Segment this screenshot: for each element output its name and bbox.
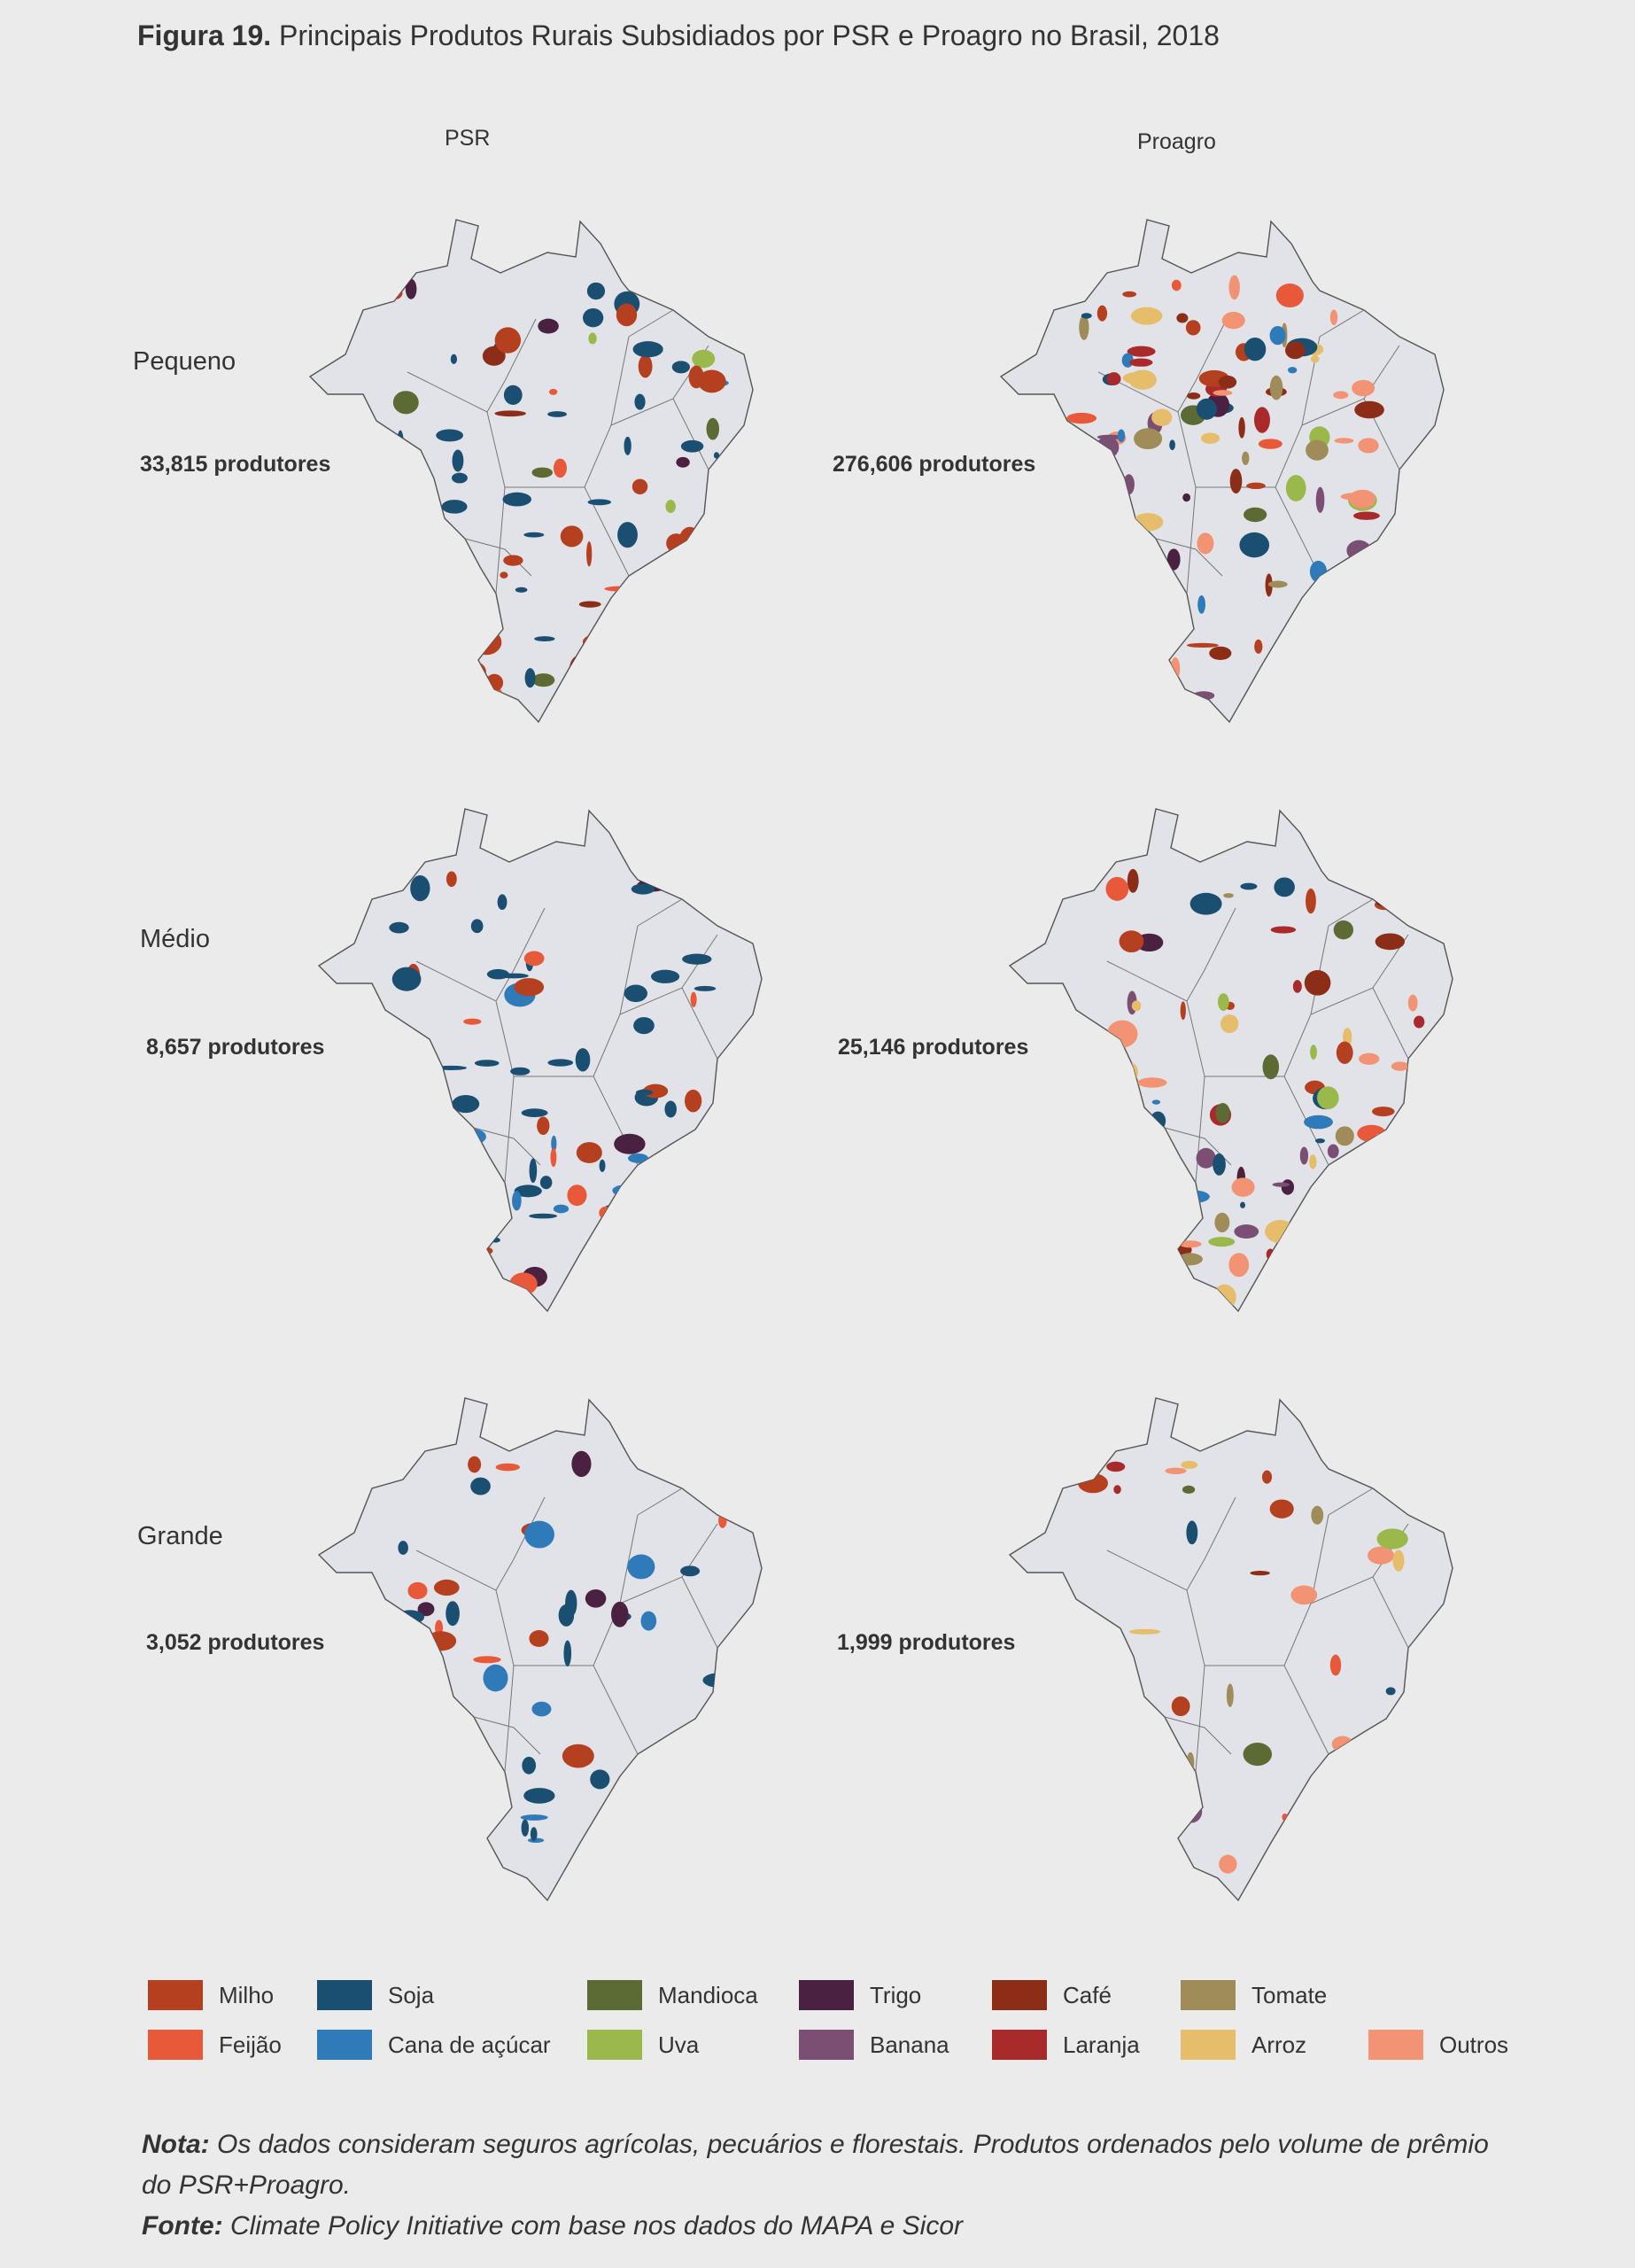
note-line: Nota: Os dados consideram seguros agríco…: [142, 2124, 1523, 2206]
fonte-label: Fonte:: [142, 2211, 223, 2241]
legend-label-trigo: Trigo: [870, 1981, 922, 2008]
proagro-count-grande: 1,999 produtores: [837, 1630, 1016, 1655]
legend-item-arroz: Arroz: [1181, 2027, 1306, 2062]
legend-item-milho: Milho: [148, 1977, 274, 2013]
map-proagro-grande: [1008, 1397, 1453, 1902]
legend-swatch-feijao: [148, 2030, 203, 2060]
legend-swatch-cafe: [992, 1980, 1047, 2010]
row-label-medio: Médio: [140, 925, 210, 953]
legend-item-mandioca: Mandioca: [587, 1977, 758, 2013]
legend-item-feijao: Feijão: [148, 2027, 282, 2062]
legend-swatch-laranja: [992, 2030, 1047, 2060]
legend-swatch-outros: [1368, 2030, 1423, 2060]
legend-item-soja: Soja: [317, 1977, 434, 2013]
legend-item-trigo: Trigo: [799, 1977, 921, 2013]
psr-count-grande: 3,052 produtores: [146, 1630, 325, 1655]
legend-swatch-trigo: [799, 1980, 854, 2010]
legend-item-uva: Uva: [587, 2027, 699, 2062]
legend-item-banana: Banana: [799, 2027, 949, 2062]
legend-label-outros: Outros: [1439, 2031, 1509, 2058]
note-block: Nota: Os dados consideram seguros agríco…: [142, 2124, 1523, 2247]
row-label-grande: Grande: [137, 1522, 223, 1550]
legend-swatch-milho: [148, 1980, 203, 2010]
legend-label-banana: Banana: [870, 2031, 949, 2058]
legend-label-laranja: Laranja: [1063, 2031, 1140, 2058]
legend-label-arroz: Arroz: [1251, 2031, 1307, 2058]
map-proagro-pequeno: [999, 219, 1445, 724]
figure-title: Figura 19. Principais Produtos Rurais Su…: [137, 19, 1220, 52]
legend-item-cafe: Café: [992, 1977, 1112, 2013]
legend-label-mandioca: Mandioca: [658, 1981, 758, 2008]
legend-item-cana: Cana de açúcar: [317, 2027, 551, 2062]
legend-label-cafe: Café: [1063, 1981, 1112, 2008]
legend-swatch-mandioca: [587, 1980, 642, 2010]
map-psr-pequeno: [308, 219, 754, 724]
map-proagro-medio: [1008, 808, 1453, 1313]
nota-text: Os dados consideram seguros agrícolas, p…: [142, 2130, 1489, 2200]
legend-item-outros: Outros: [1368, 2027, 1508, 2062]
row-label-pequeno: Pequeno: [133, 347, 236, 376]
nota-label: Nota:: [142, 2130, 210, 2159]
map-psr-medio: [317, 808, 763, 1313]
map-psr-grande: [317, 1397, 763, 1902]
psr-count-pequeno: 33,815 produtores: [140, 452, 331, 477]
legend-label-soja: Soja: [388, 1981, 435, 2008]
legend-item-tomate: Tomate: [1181, 1977, 1327, 2013]
column-header-psr: PSR: [445, 126, 491, 151]
legend-label-feijao: Feijão: [219, 2031, 282, 2058]
proagro-count-medio: 25,146 produtores: [838, 1035, 1029, 1060]
source-line: Fonte: Climate Policy Initiative com bas…: [142, 2206, 1523, 2247]
proagro-count-pequeno: 276,606 produtores: [833, 452, 1036, 477]
legend-swatch-banana: [799, 2030, 854, 2060]
legend-swatch-tomate: [1181, 1980, 1236, 2010]
column-header-proagro: Proagro: [1137, 129, 1216, 154]
legend-item-laranja: Laranja: [992, 2027, 1140, 2062]
legend-swatch-uva: [587, 2030, 642, 2060]
legend-swatch-cana: [317, 2030, 372, 2060]
psr-count-medio: 8,657 produtores: [146, 1035, 325, 1060]
fonte-text: Climate Policy Initiative com base nos d…: [222, 2211, 964, 2241]
legend: Milho Feijão Soja Cana de açúcar Mandioc…: [148, 1977, 1530, 2093]
legend-swatch-soja: [317, 1980, 372, 2010]
legend-label-tomate: Tomate: [1251, 1981, 1328, 2008]
figure-title-text: Principais Produtos Rurais Subsidiados p…: [271, 19, 1220, 51]
legend-label-uva: Uva: [658, 2031, 700, 2058]
legend-label-milho: Milho: [219, 1981, 275, 2008]
legend-label-cana: Cana de açúcar: [388, 2031, 551, 2058]
legend-swatch-arroz: [1181, 2030, 1236, 2060]
figure-number: Figura 19.: [137, 19, 272, 51]
